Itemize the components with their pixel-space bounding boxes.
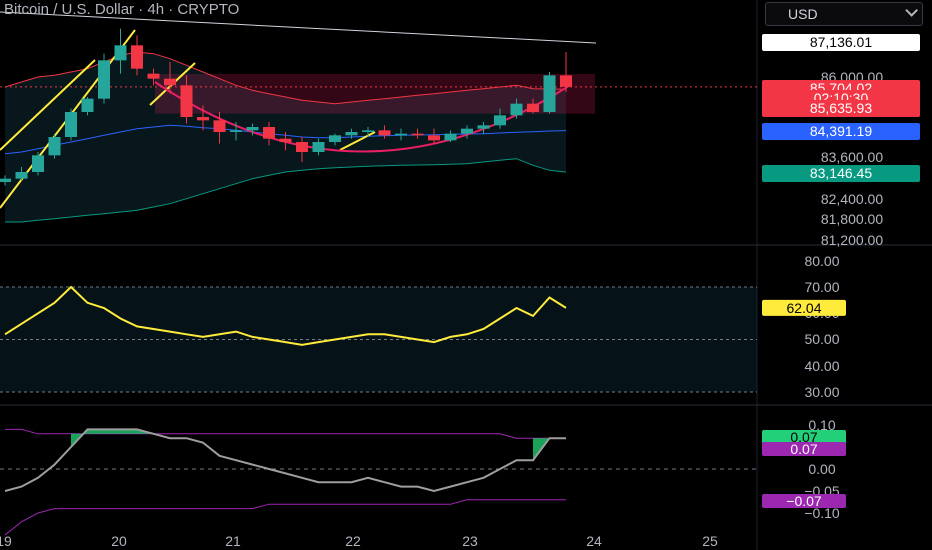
candle-body [65, 112, 77, 137]
candle-body [147, 73, 160, 79]
descending-trendline [0, 11, 597, 44]
candle-body [164, 78, 176, 86]
price-tag-high [762, 34, 920, 51]
candle-body [0, 178, 11, 182]
osc-tag-signal-text: 0.07 [790, 441, 817, 457]
rsi-axis-tick: 40.00 [804, 358, 839, 374]
candle-body [48, 137, 61, 156]
osc-axis-tick: 0.10 [808, 417, 835, 433]
osc-tag-lower-text: −0.07 [786, 493, 822, 509]
price-tag-upper-band-text: 85,635.93 [810, 100, 872, 116]
rsi-value-text: 62.04 [786, 300, 821, 316]
time-axis-tick: 22 [345, 533, 361, 549]
price-axis-tick: 82,400.00 [821, 191, 883, 207]
rsi-axis-tick: 70.00 [804, 279, 839, 295]
osc-fill [533, 438, 566, 461]
channel-line-upper [0, 59, 96, 151]
rsi-axis-tick: 30.00 [804, 384, 839, 400]
candle-body [131, 45, 143, 69]
candle-body [494, 115, 506, 126]
candle-body [180, 85, 193, 117]
price-axis-tick: 81,200.00 [821, 232, 883, 248]
osc-tag-signal [762, 442, 846, 456]
chart-title: Bitcoin / U.S. Dollar · 4h · CRYPTO [4, 1, 240, 18]
candle-body [560, 75, 572, 87]
price-tag-basis-text: 84,391.19 [810, 123, 872, 139]
osc-lower-line [4, 499, 566, 536]
time-axis-tick: 19 [0, 533, 12, 549]
candle-body [543, 75, 556, 112]
candle-body [461, 128, 473, 134]
price-tag-upper-band [762, 100, 920, 117]
osc-axis-tick: −0.10 [804, 505, 840, 521]
candle-body [510, 103, 523, 116]
candle-body [32, 155, 44, 172]
time-axis-tick: 24 [586, 533, 602, 549]
candle-body [230, 130, 242, 132]
osc-axis-tick: 0.00 [808, 461, 835, 477]
price-tag-lower-band-text: 83,146.45 [810, 165, 872, 181]
candle-body [312, 142, 325, 152]
price-tag-basis [762, 123, 920, 140]
candle-body [444, 133, 457, 141]
osc-fill [71, 429, 154, 447]
rsi-line [4, 285, 567, 346]
currency-label: USD [788, 6, 818, 22]
candle-body [329, 135, 341, 142]
rsi-axis-tick: 50.00 [804, 331, 839, 347]
candle-body [395, 133, 407, 136]
candle-body [213, 120, 226, 132]
price-axis-tick: 81,800.00 [821, 211, 883, 227]
candle-body [428, 135, 440, 141]
bollinger-lower-line [5, 158, 567, 223]
candle-body [279, 138, 292, 142]
osc-tag-value-text: 0.07 [790, 429, 817, 445]
candle-body [296, 142, 308, 152]
candle-body [197, 117, 209, 121]
osc-tag-lower [762, 494, 846, 508]
candle-body [378, 130, 391, 136]
time-axis-tick: 21 [225, 533, 241, 549]
currency-selector[interactable]: USD [765, 2, 923, 26]
candle-body [411, 133, 424, 136]
price-axis-tick: 83,600.00 [821, 149, 883, 165]
candle-body [362, 130, 374, 132]
time-axis-tick: 25 [702, 533, 718, 549]
candle-body [81, 98, 94, 112]
osc-line [4, 428, 566, 493]
candle-body [98, 60, 110, 99]
candle-body [246, 127, 259, 131]
price-tag-lower-band [762, 165, 920, 182]
candle-body [15, 172, 28, 179]
time-axis-tick: 20 [111, 533, 127, 549]
candle-body [345, 132, 358, 136]
rsi-value-tag [762, 299, 846, 316]
chevron-down-icon [905, 4, 918, 17]
channel-line-mid [339, 131, 376, 151]
candle-body [114, 45, 127, 61]
candle-body [263, 127, 275, 139]
rsi-axis-tick: 80.00 [804, 253, 839, 269]
candle-body [527, 103, 539, 112]
time-axis-tick: 23 [462, 533, 478, 549]
candle-body [477, 125, 490, 129]
price-tag-high-text: 87,136.01 [810, 34, 872, 50]
osc-tag-value [762, 430, 846, 444]
cup-arc [154, 81, 573, 153]
